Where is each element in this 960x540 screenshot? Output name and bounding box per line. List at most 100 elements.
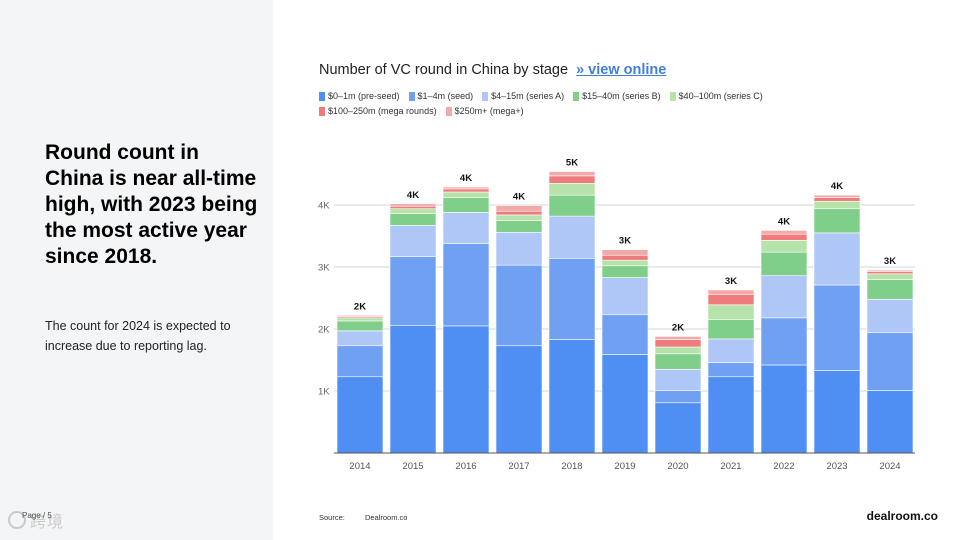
legend-swatch-4: [669, 92, 676, 101]
bar-segment-2024-5: [866, 271, 914, 275]
watermark: 跨境: [8, 508, 64, 532]
total-label-2020: 2K: [672, 322, 684, 333]
bar-segment-2017-6: [495, 205, 543, 212]
brand-logo: dealroom.co: [866, 509, 938, 523]
bar-segment-2022-3: [760, 251, 808, 276]
x-tick-label-2019: 2019: [614, 461, 635, 472]
legend-label-4: $40–100m (series C): [678, 91, 763, 101]
total-label-2021: 3K: [725, 276, 737, 287]
bar-segment-2022-2: [760, 275, 808, 319]
bar-segment-2018-4: [548, 183, 596, 196]
y-tick-label-3: 4K: [318, 201, 330, 212]
x-tick-label-2023: 2023: [826, 461, 847, 472]
bar-segment-2021-2: [707, 338, 755, 363]
legend-swatch-6: [445, 107, 452, 116]
x-tick-label-2015: 2015: [402, 461, 423, 472]
bar-segment-2015-2: [389, 225, 437, 257]
bar-segment-2018-2: [548, 215, 596, 259]
bar-segment-2016-5: [442, 188, 490, 193]
bar-segment-2020-5: [654, 339, 702, 348]
bar-segment-2023-1: [813, 284, 861, 371]
legend-swatch-2: [482, 92, 489, 101]
bar-segment-2018-6: [548, 171, 596, 177]
total-label-2018: 5K: [566, 158, 578, 169]
bar-segment-2016-1: [442, 243, 490, 327]
x-tick-label-2016: 2016: [455, 461, 476, 472]
bar-segment-2021-4: [707, 304, 755, 321]
legend-item-4: $40–100m (series C): [669, 90, 763, 103]
bar-segment-2016-2: [442, 212, 490, 244]
bar-segment-2017-1: [495, 264, 543, 347]
bar-segment-2024-4: [866, 273, 914, 280]
bar-segment-2022-0: [760, 364, 808, 454]
bar-segment-2021-0: [707, 376, 755, 454]
bar-segment-2023-0: [813, 370, 861, 454]
legend-swatch-3: [573, 92, 580, 101]
y-tick-label-2: 3K: [318, 263, 330, 274]
bar-segment-2015-3: [389, 213, 437, 226]
legend-label-3: $15–40m (series B): [582, 91, 661, 101]
bar-segment-2020-0: [654, 402, 702, 454]
bar-segment-2019-1: [601, 314, 649, 355]
legend-item-3: $15–40m (series B): [573, 90, 661, 103]
bar-segment-2019-3: [601, 265, 649, 278]
chart-legend: $0–1m (pre-seed) $1–4m (seed) $4–15m (seri…: [319, 90, 919, 120]
total-label-2023: 4K: [831, 181, 843, 192]
bar-segment-2024-1: [866, 332, 914, 391]
bar-segment-2019-6: [601, 249, 649, 256]
bar-segment-2015-1: [389, 256, 437, 326]
legend-item-6: $250m+ (mega+): [445, 105, 524, 118]
bar-segment-2024-6: [866, 269, 914, 272]
bar-segment-2023-4: [813, 200, 861, 210]
bar-segment-2017-3: [495, 220, 543, 233]
bar-segment-2021-3: [707, 319, 755, 340]
bar-segment-2020-6: [654, 336, 702, 340]
legend-item-5: $100–250m (mega rounds): [319, 105, 437, 118]
bar-segment-2024-0: [866, 390, 914, 454]
y-tick-label-0: 1K: [318, 387, 330, 398]
total-label-2016: 4K: [460, 173, 472, 184]
chart-title: Number of VC round in China by stage » v…: [319, 62, 666, 78]
source-label: Source:: [319, 513, 345, 522]
bar-segment-2016-6: [442, 186, 490, 190]
bar-segment-2014-3: [336, 320, 384, 332]
bar-segment-2023-5: [813, 197, 861, 202]
legend-swatch-1: [408, 92, 415, 101]
bar-segment-2014-2: [336, 330, 384, 347]
bar-segment-2018-5: [548, 175, 596, 184]
x-tick-label-2017: 2017: [508, 461, 529, 472]
bar-segment-2022-5: [760, 233, 808, 241]
bar-segment-2020-1: [654, 390, 702, 404]
bar-segment-2020-2: [654, 368, 702, 391]
watermark-text: 跨境: [30, 514, 65, 531]
legend-label-6: $250m+ (mega+): [454, 106, 524, 116]
bar-segment-2024-2: [866, 298, 914, 334]
bar-segment-2022-4: [760, 240, 808, 253]
y-tick-label-1: 2K: [318, 325, 330, 336]
bar-segment-2017-0: [495, 345, 543, 454]
legend-label-1: $1–4m (seed): [417, 91, 474, 101]
chart-title-text: Number of VC round in China by stage: [319, 62, 569, 78]
x-tick-label-2021: 2021: [720, 461, 741, 472]
x-tick-label-2024: 2024: [879, 461, 900, 472]
bar-segment-2015-5: [389, 205, 437, 210]
bar-segment-2014-1: [336, 345, 384, 378]
bar-segment-2019-5: [601, 254, 649, 261]
bar-segment-2017-2: [495, 231, 543, 266]
total-label-2014: 2K: [354, 301, 366, 312]
page-number: Page / 5: [22, 511, 52, 520]
bar-segment-2019-0: [601, 354, 649, 454]
legend-item-1: $1–4m (seed): [408, 90, 474, 103]
total-label-2015: 4K: [407, 190, 419, 201]
total-label-2019: 3K: [619, 236, 631, 247]
x-tick-label-2022: 2022: [773, 461, 794, 472]
bar-segment-2018-3: [548, 194, 596, 217]
bar-segment-2016-4: [442, 191, 490, 198]
legend-swatch-5: [319, 107, 325, 116]
x-tick-label-2020: 2020: [667, 461, 688, 472]
bar-segment-2017-5: [495, 210, 543, 216]
bar-segment-2017-4: [495, 214, 543, 221]
bar-segment-2024-3: [866, 279, 914, 300]
watermark-logo-icon: [8, 511, 26, 529]
view-online-link[interactable]: » view online: [576, 62, 667, 78]
